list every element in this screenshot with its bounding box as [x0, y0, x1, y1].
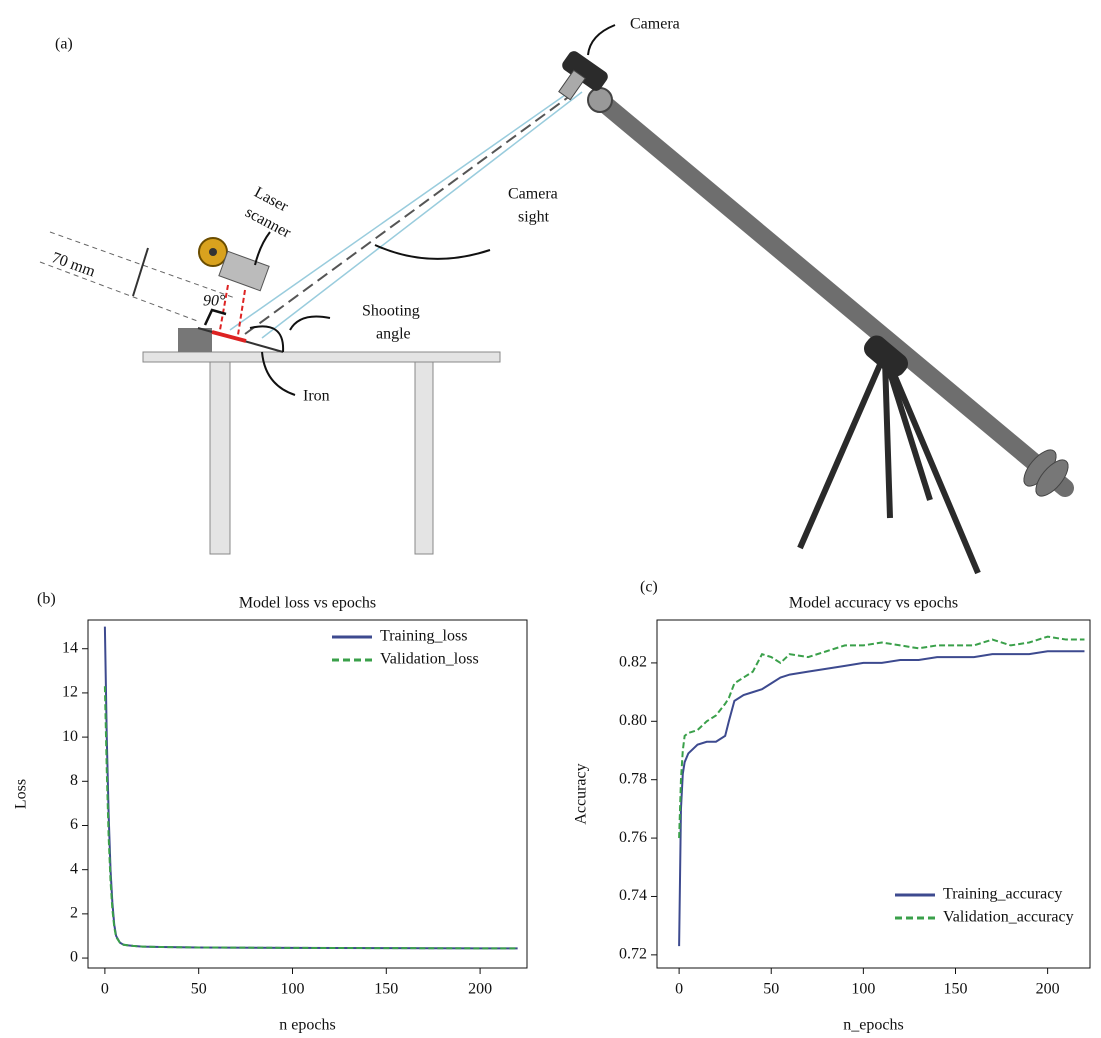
x-tick-label: 0	[101, 981, 109, 998]
panel-label: (c)	[640, 579, 658, 596]
legend-label: Validation_accuracy	[943, 909, 1074, 926]
y-tick-label: 2	[70, 905, 78, 922]
label: 90°	[203, 293, 226, 310]
label: angle	[376, 326, 411, 343]
x-axis-label: n_epochs	[843, 1017, 903, 1034]
right-angle-mark	[203, 308, 227, 326]
x-tick-label: 200	[1036, 981, 1060, 998]
pointer-arrow	[254, 231, 271, 266]
table-top	[142, 351, 501, 363]
x-tick-label: 100	[851, 981, 875, 998]
iron-block	[178, 328, 212, 352]
label: Camera	[630, 16, 680, 33]
y-tick-label: 4	[70, 860, 78, 877]
label: Shooting	[362, 303, 420, 320]
pointer-arrow	[374, 244, 491, 260]
x-tick-label: 150	[374, 981, 398, 998]
legend-label: Validation_loss	[380, 651, 479, 668]
dimension-line	[39, 261, 201, 323]
y-tick-label: 0.82	[619, 654, 647, 671]
y-axis-label: Accuracy	[573, 763, 590, 824]
y-tick-label: 0.80	[619, 712, 647, 729]
table-leg	[209, 361, 231, 555]
camera-mount	[558, 69, 586, 101]
pointer-arrow	[587, 24, 616, 56]
y-tick-label: 0.74	[619, 887, 647, 904]
y-axis-label: Loss	[13, 779, 30, 809]
x-tick-label: 200	[468, 981, 492, 998]
laser-reel-hub	[209, 248, 217, 256]
camera-body	[562, 51, 608, 91]
y-tick-label: 0	[70, 949, 78, 966]
setup-diagram: (a) Camera Laser scanner 70 mm 90° Shoot…	[39, 16, 1074, 575]
x-tick-label: 100	[280, 981, 304, 998]
legend-label: Training_accuracy	[943, 886, 1062, 903]
table-leg	[414, 361, 434, 555]
panel-label: (b)	[37, 591, 56, 608]
y-tick-label: 8	[70, 772, 78, 789]
y-tick-label: 0.76	[619, 829, 647, 846]
label: scanner	[242, 204, 294, 242]
angle-arc	[249, 325, 285, 353]
laser-scanner	[218, 250, 270, 292]
label: Camera	[508, 186, 558, 203]
chart-title: Model accuracy vs epochs	[789, 595, 958, 612]
pivot	[587, 87, 613, 113]
pointer-arrow	[261, 351, 296, 396]
x-tick-label: 50	[763, 981, 779, 998]
label: 70 mm	[49, 249, 98, 281]
tripod	[797, 358, 981, 575]
dimension-arrow	[132, 247, 149, 297]
series-line	[678, 650, 1085, 947]
pointer-arrow	[289, 315, 331, 331]
x-tick-label: 150	[943, 981, 967, 998]
sight-line	[261, 91, 583, 339]
series-line	[678, 635, 1085, 839]
series-line	[103, 686, 518, 950]
label: Iron	[303, 388, 330, 405]
x-tick-label: 50	[191, 981, 207, 998]
x-axis-label: n epochs	[279, 1017, 335, 1034]
dimension-line	[49, 231, 236, 299]
laser-spot	[211, 330, 247, 343]
label: sight	[518, 209, 550, 226]
y-tick-label: 10	[62, 728, 78, 745]
sight-line	[229, 87, 576, 331]
y-tick-label: 0.78	[619, 770, 647, 787]
y-tick-label: 0.72	[619, 946, 647, 963]
counterweight	[1035, 459, 1069, 497]
plot-frame	[87, 619, 528, 969]
plot-frame	[656, 619, 1091, 969]
legend-label: Training_loss	[380, 628, 467, 645]
panel-label: (a)	[55, 36, 73, 53]
y-tick-label: 14	[62, 639, 78, 656]
series-line	[103, 626, 518, 950]
chart-title: Model loss vs epochs	[239, 595, 376, 612]
y-tick-label: 12	[62, 684, 78, 701]
laser-beam	[237, 289, 246, 336]
x-tick-label: 0	[675, 981, 683, 998]
tripod-head	[863, 335, 909, 377]
y-tick-label: 6	[70, 816, 78, 833]
sight-axis	[244, 89, 579, 335]
camera-arm	[591, 91, 1074, 497]
